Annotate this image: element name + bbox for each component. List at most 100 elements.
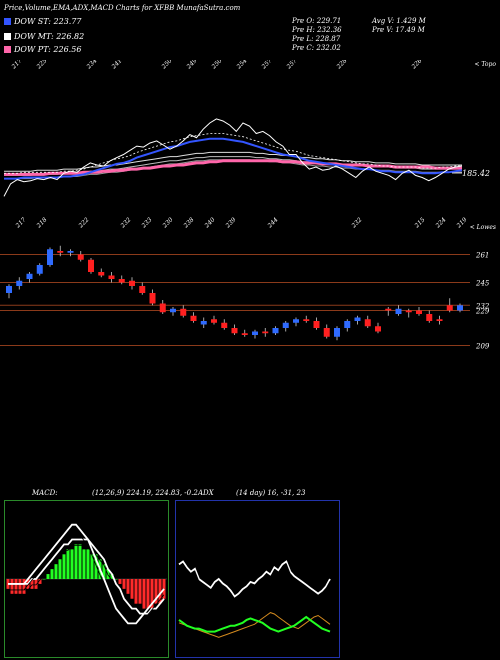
candle-body bbox=[6, 286, 12, 293]
candle-body bbox=[36, 265, 43, 274]
macd-histogram-bar bbox=[82, 549, 86, 579]
candle-body bbox=[313, 321, 320, 328]
ema-bottom-label: 239 bbox=[224, 216, 238, 230]
macd-histogram-bar bbox=[86, 549, 90, 579]
macd-histogram-bar bbox=[70, 549, 74, 579]
macd-histogram-bar bbox=[14, 579, 18, 594]
candle-body bbox=[426, 314, 433, 321]
ema-top-label: 228 bbox=[335, 60, 349, 71]
candle-body bbox=[457, 305, 463, 311]
candle-body bbox=[282, 322, 289, 328]
stat-pre-high: Pre H: 232.36 bbox=[292, 26, 342, 34]
macd-histogram-bar bbox=[10, 579, 14, 594]
legend-swatch-pt bbox=[4, 46, 11, 53]
ema-bottom-label: 217 bbox=[14, 216, 28, 230]
ema-bottom-label: 218 bbox=[35, 216, 49, 230]
candle-body bbox=[436, 319, 443, 321]
macd-histogram-bar bbox=[134, 579, 138, 604]
macd-histogram-bar bbox=[122, 579, 126, 589]
candle-body bbox=[129, 280, 135, 286]
candle-body bbox=[47, 249, 53, 265]
candle-body bbox=[77, 254, 84, 260]
macd-histogram-bar bbox=[110, 574, 114, 579]
ema-bottom-label: 240 bbox=[203, 216, 217, 230]
ema-bottom-label: 230 bbox=[161, 216, 175, 230]
ema-bottom-label: 215 bbox=[413, 216, 427, 230]
candle-body bbox=[272, 328, 279, 334]
candle-body bbox=[200, 321, 207, 325]
candle-body bbox=[323, 328, 330, 337]
ema-top-label: 257 bbox=[260, 60, 274, 71]
ema-bottom-label: 224 bbox=[434, 216, 448, 230]
candle-body bbox=[262, 331, 269, 334]
candle-body bbox=[334, 328, 340, 337]
level-label: 245 bbox=[475, 280, 490, 288]
adx-line bbox=[178, 612, 331, 638]
macd-histogram-bar bbox=[154, 579, 158, 604]
legend-dow-pt: DOW PT: 226.56 bbox=[4, 45, 81, 54]
macd-histogram-bar bbox=[126, 579, 130, 594]
ema-top-label: 226 bbox=[410, 60, 424, 71]
macd-histogram-bar bbox=[46, 574, 50, 579]
candle-body bbox=[405, 310, 412, 313]
ema-top-label: 250 bbox=[160, 60, 174, 71]
candle-body bbox=[344, 321, 351, 328]
candle-body bbox=[88, 259, 94, 272]
macd-histogram-bar bbox=[138, 579, 142, 604]
ema-top-label: 225 bbox=[35, 60, 49, 71]
macd-histogram-bar bbox=[58, 559, 62, 579]
candle-body bbox=[416, 310, 422, 314]
candle-body bbox=[293, 319, 299, 323]
macd-signal-line bbox=[8, 538, 165, 615]
legend-label-mt: DOW MT: 226.82 bbox=[14, 32, 85, 41]
candle-body bbox=[241, 333, 248, 335]
ema-corner-label: < Topo bbox=[474, 61, 496, 68]
price-corner-label: < Lowes bbox=[469, 224, 496, 231]
ema-bottom-label: 219 bbox=[455, 216, 469, 230]
macd-histogram-bar bbox=[118, 579, 122, 584]
candle-body bbox=[139, 286, 146, 293]
adx-plus-di-line bbox=[178, 560, 331, 598]
macd-line-inner bbox=[8, 530, 165, 630]
ema-bottom-label: 233 bbox=[140, 216, 154, 230]
level-label: 209 bbox=[475, 343, 490, 351]
macd-title: MACD: bbox=[32, 489, 58, 497]
ema-top-label: 257 bbox=[285, 60, 299, 71]
candle-body bbox=[26, 273, 33, 279]
macd-histogram-bar bbox=[158, 579, 162, 604]
candle-body bbox=[375, 326, 381, 332]
macd-histogram-bar bbox=[90, 554, 94, 579]
legend-dow-st: DOW ST: 223.77 bbox=[4, 17, 82, 26]
ema-panel: 217 225 234 241 250 249 250 254 257 257 228 226 217 2… bbox=[3, 60, 469, 230]
ema-bottom-label: 238 bbox=[182, 216, 196, 230]
legend-label-pt: DOW PT: 226.56 bbox=[14, 45, 82, 54]
adx-title: ADX bbox=[198, 489, 214, 497]
ema-top-label: 249 bbox=[185, 60, 199, 71]
adx-params: (14 day) 16, -31, 23 bbox=[236, 489, 306, 497]
candle-body bbox=[57, 251, 64, 253]
stat-pre-volume: Pre V: 17.49 M bbox=[372, 26, 425, 34]
macd-line bbox=[8, 523, 165, 625]
macd-histogram-bar bbox=[42, 579, 46, 580]
macd-histogram-bar bbox=[30, 579, 34, 589]
macd-histogram-bar bbox=[114, 579, 118, 580]
ema-mt-line-upper bbox=[4, 151, 462, 172]
candle-body bbox=[252, 331, 258, 335]
macd-histogram-bar bbox=[142, 579, 146, 609]
macd-histogram-bar bbox=[22, 579, 26, 594]
macd-histogram-bar bbox=[18, 579, 22, 594]
macd-histogram-bar bbox=[150, 579, 154, 609]
macd-histogram-bar bbox=[50, 569, 54, 579]
macd-histogram-bar bbox=[78, 544, 82, 579]
price-line bbox=[3, 118, 463, 197]
ema-st-line bbox=[4, 137, 463, 180]
chart-title: Price,Volume,EMA,ADX,MACD Charts for XFB… bbox=[4, 4, 241, 12]
candle-body bbox=[98, 272, 105, 276]
ema-pt-line bbox=[4, 159, 462, 176]
ema-bottom-label: 222 bbox=[77, 216, 91, 230]
level-label: 232 bbox=[475, 302, 490, 310]
candle-body bbox=[221, 322, 228, 328]
adx-minus-di-line bbox=[178, 615, 331, 633]
macd-signal-inner bbox=[8, 545, 165, 620]
ema-top-label: 254 bbox=[235, 60, 249, 71]
